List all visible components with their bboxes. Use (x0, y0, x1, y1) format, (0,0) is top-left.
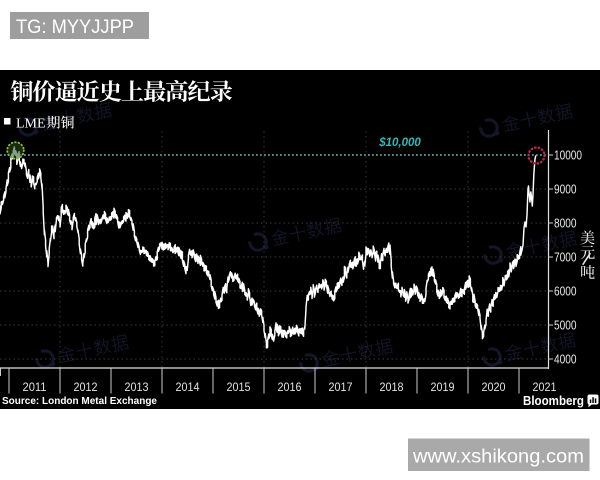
svg-text:$10,000: $10,000 (378, 137, 421, 149)
svg-text:4000: 4000 (554, 353, 577, 367)
svg-text:2011: 2011 (23, 382, 47, 394)
svg-text:6000: 6000 (554, 285, 577, 299)
svg-text:2017: 2017 (329, 382, 353, 394)
svg-text:8000: 8000 (554, 217, 577, 231)
svg-text:2016: 2016 (278, 382, 302, 394)
svg-text:Source: London Metal Exchange: Source: London Metal Exchange (2, 395, 157, 407)
svg-text:2019: 2019 (431, 382, 455, 394)
svg-text:2018: 2018 (380, 382, 404, 394)
svg-text:2021: 2021 (533, 382, 557, 394)
svg-text:2013: 2013 (125, 382, 149, 394)
svg-text:LME: LME (16, 117, 46, 132)
svg-text:Bloomberg: Bloomberg (523, 393, 584, 408)
svg-text:www.xshikong.com: www.xshikong.com (412, 446, 584, 468)
svg-text:7000: 7000 (554, 251, 577, 265)
svg-text:2020: 2020 (482, 382, 506, 394)
svg-text:9000: 9000 (554, 183, 577, 197)
svg-text:5000: 5000 (554, 319, 577, 333)
svg-text:2014: 2014 (176, 382, 201, 394)
svg-text:TG: MYYJJPP: TG: MYYJJPP (16, 16, 134, 38)
svg-text:10000: 10000 (554, 149, 582, 163)
svg-text:2012: 2012 (74, 382, 98, 394)
svg-text:2015: 2015 (227, 382, 251, 394)
